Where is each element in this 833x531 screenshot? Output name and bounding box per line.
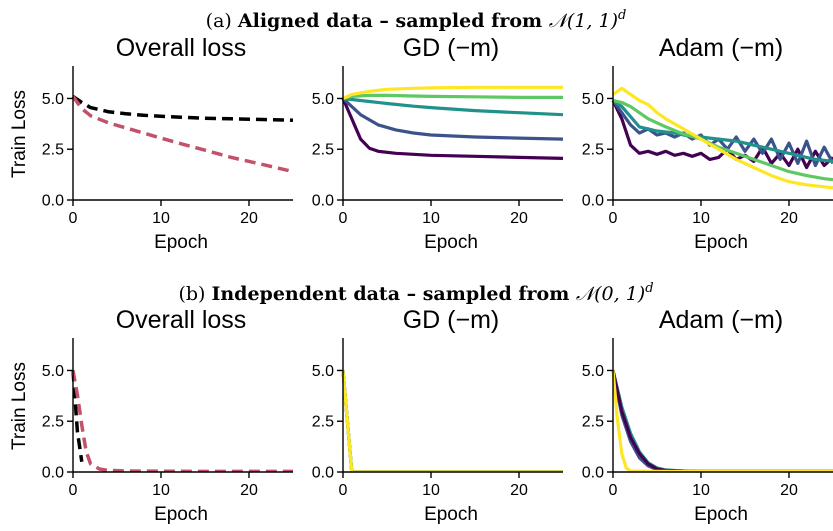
panel-a-gd-m-series-line-1 [341,97,563,141]
panel-a-adam-m-xlabel: Epoch [694,232,748,253]
panel-a-gd-m-xtick-label: 20 [510,210,528,227]
panel-b-adam-m: 0.0 2.5 5.0 0 10 20 Adam (−m) Epoch [582,306,833,525]
panel-b-overall-loss-title: Overall loss [116,306,247,334]
panel-a-overall-loss: 0.0 2.5 5.0 0 10 20 Overall loss Epoch Train Los… [9,34,293,253]
panel-b-overall-loss-ytick-label: 2.5 [42,414,64,431]
panel-a-adam-m: 0.0 2.5 5.0 0 10 20 Adam (−m) Epoch [582,34,833,253]
panel-a-gd-m: 0.0 2.5 5.0 0 10 20 GD (−m) Epoch [312,34,563,253]
panel-a-adam-m-xtick-label: 0 [609,210,618,227]
panel-b-gd-m-ytick-label: 5.0 [312,363,334,380]
panel-b-adam-m-xtick-label: 0 [609,482,618,499]
panel-b-overall-loss-xtick-label: 10 [152,482,170,499]
panel-a-adam-m-title: Adam (−m) [659,34,783,62]
panel-a-overall-loss-ylabel: Train Loss [9,90,30,178]
panel-a-adam-m-ytick-label: 2.5 [582,142,604,159]
panel-a-gd-m-ytick-label: 0.0 [312,193,334,210]
panel-a-adam-m-series-line-2 [612,99,833,163]
panel-a-gd-m-series-line-2 [342,96,563,117]
panel-a-gd-m-series-line-0 [341,97,563,160]
panel-b-adam-m-xtick-label: 10 [692,482,710,499]
panel-b-adam-m-ytick-label: 0.0 [582,465,604,482]
panel-a-gd-m-xlabel: Epoch [424,232,478,253]
panel-b-overall-loss-xlabel: Epoch [154,504,208,525]
panel-a-overall-loss-ytick-label: 5.0 [42,91,64,108]
panel-b-adam-m-title: Adam (−m) [659,306,783,334]
panel-b-gd-m-xtick-label: 10 [422,482,440,499]
panel-b-overall-loss-series-line-1 [71,370,293,472]
panel-b-overall-loss-ytick-label: 5.0 [42,363,64,380]
panel-b-overall-loss-ylabel: Train Loss [9,362,30,450]
panel-b-adam-m-series-line-1 [611,370,833,472]
panel-b-overall-loss-series [71,370,293,472]
panel-a-overall-loss-series-line-0 [72,94,293,122]
panel-b-gd-m-series [341,370,563,472]
panel-a-gd-m-title: GD (−m) [403,34,500,62]
panel-b-adam-m-ytick-label: 5.0 [582,363,604,380]
panel-b-overall-loss-xtick-label: 0 [69,482,78,499]
section-a-title: (a) Aligned data – sampled from 𝒩(1, 1)d [206,8,627,32]
panel-a-overall-loss-ytick-label: 0.0 [42,193,64,210]
panel-a-gd-m-series [341,85,563,160]
panel-b-gd-m-xlabel: Epoch [424,504,478,525]
panel-b-gd-m-series-line-4 [341,370,563,472]
panel-a-overall-loss-series [71,94,293,174]
panel-b-adam-m-xlabel: Epoch [694,504,748,525]
panel-a-adam-m-series-line-4 [612,86,833,190]
panel-b-gd-m-ytick-label: 2.5 [312,414,334,431]
panel-b-adam-m-ytick-label: 2.5 [582,414,604,431]
panel-a-overall-loss-xlabel: Epoch [154,232,208,253]
panel-b-adam-m-xtick-label: 20 [780,482,798,499]
panel-b-gd-m-series-line-1 [341,370,563,472]
panel-a-overall-loss-xtick-label: 20 [240,210,258,227]
panel-a-gd-m-ytick-label: 2.5 [312,142,334,159]
panel-b-gd-m-series-line-2 [341,370,563,472]
panel-a-adam-m-xtick-label: 20 [780,210,798,227]
panel-a-overall-loss-ytick-label: 2.5 [42,142,64,159]
panel-a-adam-m-series [611,86,833,190]
panel-b-adam-m-series-line-3 [611,370,833,472]
panel-b-adam-m-series [611,370,833,472]
panel-a-gd-m-xtick-label: 0 [339,210,348,227]
panel-b-gd-m-series-line-3 [341,370,563,472]
panel-a-overall-loss-series-line-1 [71,95,293,174]
panel-a-adam-m-ytick-label: 5.0 [582,91,604,108]
panel-b-gd-m-xtick-label: 0 [339,482,348,499]
panel-b-overall-loss-xtick-label: 20 [240,482,258,499]
panel-b-overall-loss-series-line-0 [71,370,84,463]
panel-b-gd-m-ytick-label: 0.0 [312,465,334,482]
panel-b-adam-m-series-line-2 [611,370,833,472]
panel-b-adam-m-series-line-4 [611,370,833,472]
panel-b-gd-m-title: GD (−m) [403,306,500,334]
section-b-title: (b) Independent data – sampled from 𝒩(0,… [178,281,653,305]
panel-a-overall-loss-xtick-label: 10 [152,210,170,227]
panel-b-overall-loss-ytick-label: 0.0 [42,465,64,482]
panel-b-gd-m-xtick-label: 20 [510,482,528,499]
panel-a-gd-m-ytick-label: 5.0 [312,91,334,108]
panel-a-gd-m-xtick-label: 10 [422,210,440,227]
panel-a-overall-loss-title: Overall loss [116,34,247,62]
panel-b-gd-m: 0.0 2.5 5.0 0 10 20 GD (−m) Epoch [312,306,563,525]
panel-a-gd-m-series-line-3 [342,93,563,101]
panel-a-adam-m-xtick-label: 10 [692,210,710,227]
panel-a-gd-m-series-line-4 [342,85,563,100]
panel-b-gd-m-series-line-0 [341,370,563,472]
panel-a-overall-loss-xtick-label: 0 [69,210,78,227]
panel-a-adam-m-ytick-label: 0.0 [582,193,604,210]
panel-b-overall-loss: 0.0 2.5 5.0 0 10 20 Overall loss Epoch Train Los… [9,306,293,525]
panel-b-adam-m-series-line-0 [611,370,833,472]
